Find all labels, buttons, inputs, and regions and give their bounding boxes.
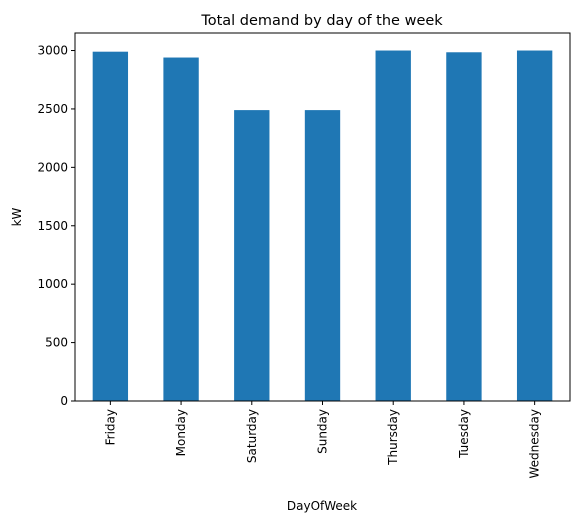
bar-monday <box>163 57 199 402</box>
x-axis-label: DayOfWeek <box>287 499 357 513</box>
y-tick-label: 2000 <box>37 160 68 174</box>
y-tick-label: 0 <box>60 394 68 408</box>
bar-thursday <box>375 50 411 402</box>
y-tick-label: 2500 <box>37 102 68 116</box>
bar-saturday <box>234 110 270 401</box>
x-tick-label-sunday: Sunday <box>316 409 330 454</box>
y-tick-label: 1500 <box>37 219 68 233</box>
y-tick-label: 1000 <box>37 277 68 291</box>
chart-title: Total demand by day of the week <box>200 13 443 29</box>
x-tick-label-thursday: Thursday <box>386 409 400 466</box>
x-tick-label-saturday: Saturday <box>245 409 259 463</box>
bars-group <box>92 50 553 402</box>
y-tick-label: 500 <box>45 336 68 350</box>
bar-sunday <box>304 110 341 401</box>
x-tick-label-tuesday: Tuesday <box>457 409 471 459</box>
x-tick-label-wednesday: Wednesday <box>528 409 542 478</box>
plot-frame <box>74 32 571 402</box>
bar-friday <box>92 51 129 401</box>
bar-tuesday <box>446 52 482 402</box>
bar-wednesday <box>516 50 553 402</box>
x-tick-label-monday: Monday <box>174 409 188 456</box>
x-axis: Friday Monday Saturday Sunday Thursday Tuesda… <box>103 401 542 478</box>
y-axis: 0 500 1000 1500 2000 2500 3000 <box>37 44 75 408</box>
y-axis-label: kW <box>10 207 24 226</box>
y-tick-label: 3000 <box>37 44 68 58</box>
x-tick-label-friday: Friday <box>103 409 117 445</box>
